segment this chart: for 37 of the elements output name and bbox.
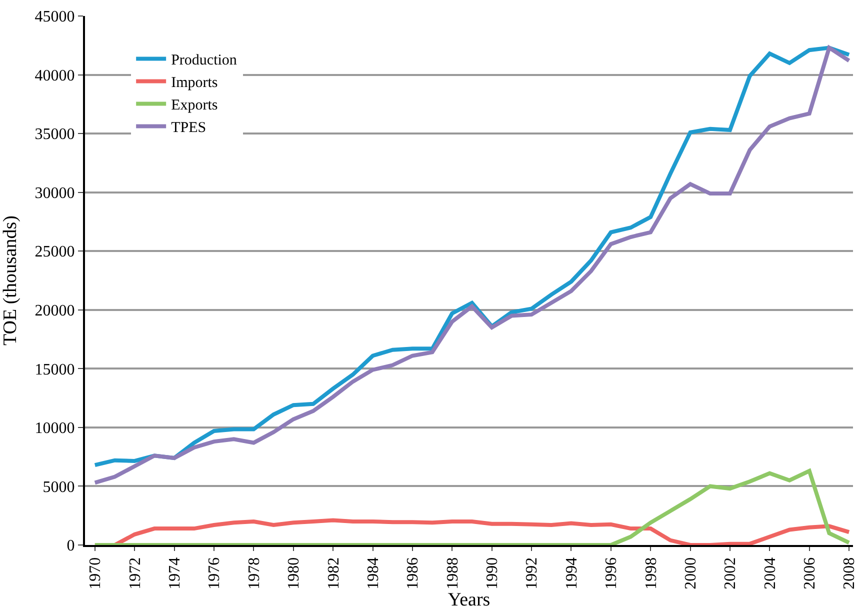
x-tick-label: 2008: [841, 557, 858, 590]
legend-label: Exports: [171, 98, 218, 114]
x-tick-label: 1994: [563, 557, 580, 590]
legend-label: TPES: [171, 120, 206, 136]
x-tick-label: 2002: [722, 557, 740, 590]
y-tick-label: 15000: [34, 361, 75, 378]
x-tick-label: 1970: [87, 557, 104, 590]
y-tick-label: 5000: [42, 478, 75, 496]
x-tick-label: 1990: [484, 557, 502, 590]
y-tick-label: 45000: [34, 8, 75, 26]
x-tick-label: 2004: [762, 557, 779, 590]
x-tick-label: 1972: [126, 557, 144, 590]
x-tick-label: 1982: [325, 557, 342, 590]
x-tick-label: 1980: [286, 557, 303, 590]
x-tick-label: 1988: [444, 557, 462, 590]
legend-label: Production: [171, 52, 238, 69]
x-tick-label: 1998: [642, 557, 660, 590]
x-tick-label: 1976: [206, 557, 224, 590]
y-tick-label: 40000: [34, 67, 75, 84]
y-axis-title: TOE (thousands): [0, 216, 21, 346]
x-tick-label: 2000: [682, 557, 700, 590]
y-tick-label: 35000: [34, 126, 75, 144]
x-tick-label: 1978: [246, 557, 263, 590]
y-tick-label: 10000: [34, 420, 75, 438]
x-tick-label: 1996: [603, 557, 620, 590]
x-tick-label: 2006: [802, 557, 819, 590]
y-tick-label: 20000: [34, 302, 75, 320]
legend-label: Imports: [171, 75, 218, 92]
x-tick-label: 1986: [404, 557, 422, 590]
y-tick-label: 25000: [34, 244, 75, 261]
x-axis-title: Years: [448, 590, 490, 611]
line-series: [92, 468, 852, 545]
y-tick-label: 30000: [34, 184, 75, 202]
x-tick-label: 1974: [166, 557, 184, 590]
x-tick-label: 1992: [524, 557, 541, 590]
y-tick-label: 0: [66, 538, 75, 555]
x-tick-label: 1984: [364, 557, 382, 590]
